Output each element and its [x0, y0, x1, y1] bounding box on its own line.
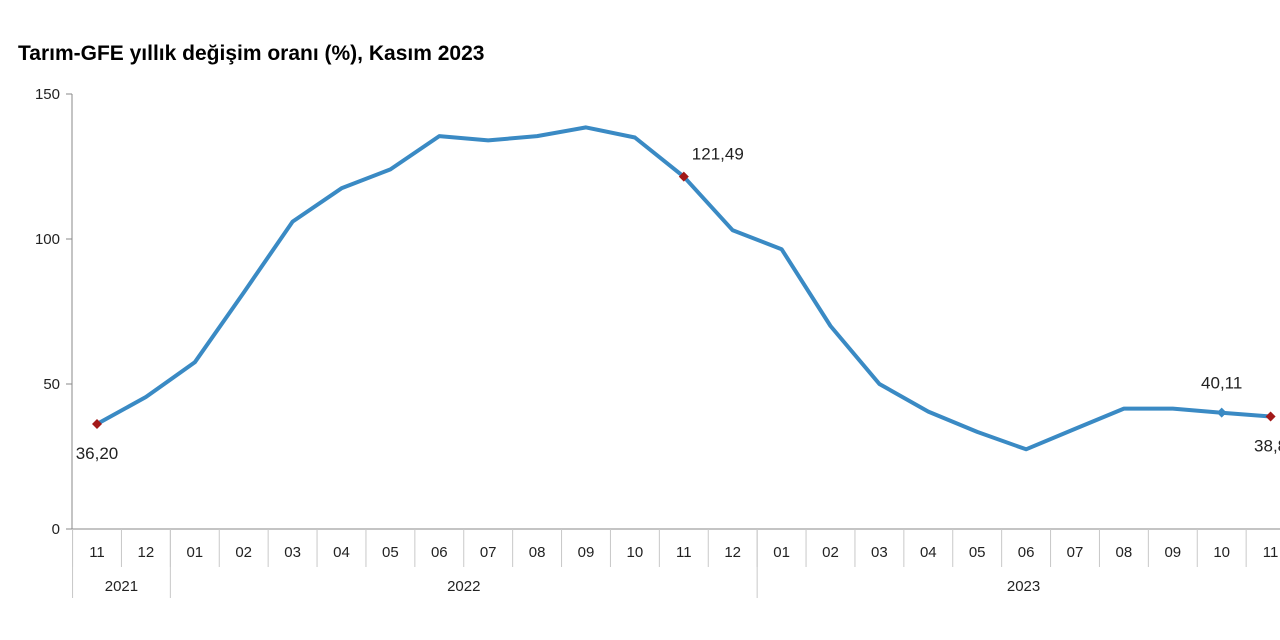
y-tick-label: 150 [35, 86, 60, 103]
point-marker [1265, 411, 1276, 422]
y-tick-label: 100 [35, 231, 60, 248]
x-axis: 11 12 01 02 03 04 05 06 07 08 09 10 11 12 01 02 03 04 05 06… [72, 528, 1280, 598]
data-label: 40,11 [1201, 374, 1242, 393]
x-tick-label: 07 [1067, 544, 1084, 561]
x-tick-label: 12 [138, 544, 155, 561]
x-tick-label: 04 [920, 544, 937, 561]
x-tick-label: 03 [284, 544, 301, 561]
x-tick-label: 06 [1018, 544, 1035, 561]
x-tick-label: 12 [724, 544, 741, 561]
x-tick-label: 08 [1116, 544, 1133, 561]
x-tick-label: 04 [333, 544, 350, 561]
x-year-label: 2022 [447, 578, 480, 595]
x-tick-label: 01 [186, 544, 203, 561]
point-marker [678, 171, 689, 182]
data-label: 38,8 [1254, 436, 1280, 455]
x-year-label: 2023 [1007, 578, 1040, 595]
x-tick-label: 05 [382, 544, 399, 561]
data-label: 36,20 [76, 444, 119, 463]
y-tick-label: 0 [52, 521, 60, 538]
x-tick-label: 08 [529, 544, 546, 561]
x-year-label: 2021 [105, 578, 138, 595]
x-tick-label: 11 [89, 544, 105, 561]
x-tick-label: 11 [676, 544, 692, 561]
point-marker [1216, 407, 1227, 418]
annotations-layer: 36,20 121,49 40,11 38,8 [76, 145, 1280, 463]
x-tick-label: 05 [969, 544, 986, 561]
x-tick-label: 09 [1164, 544, 1181, 561]
y-axis: 0 50 100 150 [35, 86, 73, 538]
x-tick-label: 11 [1263, 544, 1279, 561]
x-tick-label: 09 [578, 544, 595, 561]
x-tick-label: 06 [431, 544, 448, 561]
x-tick-label: 10 [1213, 544, 1230, 561]
x-tick-label: 02 [822, 544, 839, 561]
y-tick-label: 50 [43, 376, 60, 393]
chart-title: Tarım-GFE yıllık değişim oranı (%), Kası… [18, 42, 485, 65]
x-tick-label: 03 [871, 544, 888, 561]
x-tick-label: 10 [627, 544, 644, 561]
x-tick-label: 01 [773, 544, 790, 561]
x-tick-label: 02 [235, 544, 252, 561]
point-marker [92, 419, 102, 430]
data-label: 121,49 [692, 145, 744, 164]
x-tick-label: 07 [480, 544, 497, 561]
